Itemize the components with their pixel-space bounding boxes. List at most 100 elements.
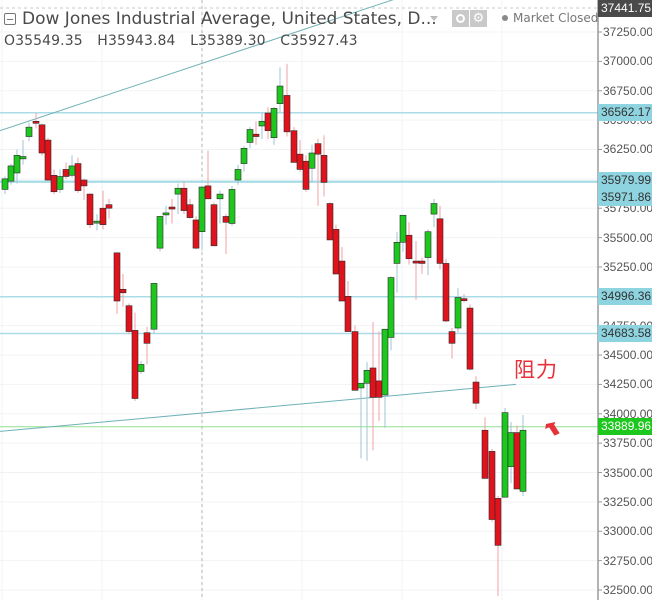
candle-down — [344, 296, 352, 332]
level-price-tag: 34683.58 — [598, 324, 652, 342]
candle-down — [32, 120, 40, 124]
candle-up — [162, 212, 170, 216]
current-price-tag: 33889.96 — [598, 418, 652, 436]
candle-up — [270, 108, 278, 139]
trendline-upper-channel — [0, 0, 394, 132]
candle-down — [418, 260, 426, 264]
candle-down — [283, 95, 291, 133]
candle-up — [25, 126, 33, 137]
candle-down — [143, 332, 151, 344]
candle-down — [320, 155, 328, 183]
chevron-down-icon[interactable] — [430, 16, 438, 21]
candle-down — [332, 229, 340, 275]
low-label: L — [190, 33, 199, 49]
candle-down — [180, 187, 188, 211]
axis-tick-label: 33000.00 — [603, 524, 652, 539]
status-dot-icon — [502, 15, 508, 21]
close-value: 35927.43 — [290, 33, 358, 49]
candle-up — [228, 189, 236, 224]
candle-up — [507, 432, 515, 467]
axis-tick-label: 34500.00 — [603, 348, 652, 363]
candle-down — [296, 153, 304, 170]
gear-icon: ⚙ — [472, 11, 485, 26]
low-value: 35389.30 — [198, 33, 266, 49]
eye-icon — [456, 14, 465, 23]
axis-tick-label: 35250.00 — [603, 259, 652, 274]
candle-down — [252, 133, 260, 137]
market-status: Market Closed — [502, 11, 598, 25]
ohlc-open: O35549.35 — [4, 33, 83, 49]
candle-down — [204, 185, 212, 200]
axis-tick-label: 34000.00 — [603, 406, 652, 421]
axis-tick-label: 33500.00 — [603, 465, 652, 480]
candle-up — [519, 429, 527, 492]
candle-down — [210, 204, 218, 247]
candle-up — [13, 155, 21, 174]
ohlc-values: O35549.35 H35943.84 L35389.30 C35927.43 — [4, 33, 437, 49]
candle-up — [246, 129, 254, 143]
candle-down — [38, 124, 46, 154]
ohlc-high: H35943.84 — [97, 33, 175, 49]
axis-tick-label: 37250.00 — [603, 25, 652, 39]
candle-up — [68, 165, 76, 176]
candle-up — [308, 152, 316, 169]
arrow-down-right-icon — [545, 422, 560, 436]
candle-down — [99, 207, 107, 225]
ohlc-close: C35927.43 — [280, 33, 358, 49]
candle-down — [494, 498, 502, 546]
collapse-icon[interactable] — [4, 13, 16, 25]
candle-up — [399, 214, 407, 243]
candle-down — [488, 451, 496, 520]
candle-up — [454, 297, 462, 329]
symbol-title-row[interactable]: Dow Jones Industrial Average, United Sta… — [4, 8, 437, 30]
candle-down — [105, 204, 113, 209]
candle-up — [430, 203, 438, 215]
candle-down — [119, 288, 127, 294]
candle-down — [168, 206, 176, 210]
axis-tick-label: 32750.00 — [603, 553, 652, 568]
axis-tick-label: 36250.00 — [603, 142, 652, 157]
candle-down — [302, 160, 310, 190]
axis-tick-label: 34250.00 — [603, 377, 652, 392]
axis-tick-label: 35500.00 — [603, 230, 652, 245]
candle-down — [62, 169, 70, 177]
axis-tick-label: 33750.00 — [603, 436, 652, 451]
chart-legend: Dow Jones Industrial Average, United Sta… — [4, 8, 437, 49]
candle-up — [381, 328, 389, 396]
high-label: H — [97, 33, 108, 49]
candle-down — [314, 143, 322, 155]
axis-tick-label: 33250.00 — [603, 494, 652, 509]
series-controls: ⚙ — [430, 10, 488, 27]
candle-down — [375, 380, 383, 398]
level-price-tag: 36562.17 — [598, 104, 652, 122]
candle-down — [412, 260, 420, 264]
candle-down — [125, 305, 133, 332]
candle-up — [174, 187, 182, 195]
candle-up — [424, 231, 432, 258]
candle-up — [240, 147, 248, 164]
candle-down — [405, 234, 413, 260]
candle-down — [264, 112, 272, 131]
candle-down — [472, 381, 480, 404]
candle-up — [393, 241, 401, 264]
symbol-title: Dow Jones Industrial Average, United Sta… — [22, 9, 437, 29]
open-value: 35549.35 — [15, 33, 83, 49]
candle-up — [7, 165, 15, 182]
candle-down — [448, 331, 456, 344]
candle-up — [216, 193, 224, 200]
settings-button[interactable]: ⚙ — [470, 10, 487, 27]
candle-down — [86, 193, 94, 225]
candle-down — [442, 263, 450, 322]
candle-up — [150, 283, 158, 330]
visibility-button[interactable] — [452, 10, 469, 27]
axis-tick-label: 36750.00 — [603, 83, 652, 98]
candle-up — [198, 186, 206, 233]
candle-down — [513, 432, 521, 490]
candle-up — [19, 156, 27, 160]
candle-down — [222, 216, 230, 223]
candle-down — [50, 175, 58, 193]
candle-up — [234, 169, 242, 181]
level-price-tag: 35971.86 — [598, 189, 652, 206]
